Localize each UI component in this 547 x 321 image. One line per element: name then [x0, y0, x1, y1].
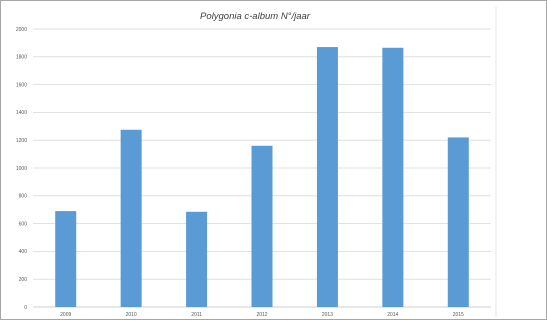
y-tick-label: 800 [19, 194, 28, 200]
x-axis-ticks: 2009 2010 2011 2012 2013 2014 2015 [60, 312, 464, 318]
bar-2012 [251, 145, 273, 307]
y-tick-label: 600 [19, 221, 28, 227]
y-tick-label: 400 [19, 249, 28, 255]
x-tick-label: 2010 [126, 312, 137, 318]
x-tick-label: 2013 [322, 312, 333, 318]
bar-2011 [186, 211, 208, 307]
bar-2013 [316, 47, 338, 307]
x-tick-label: 2015 [453, 312, 464, 318]
x-tick-label: 2011 [191, 312, 202, 318]
bar-2014 [382, 47, 404, 307]
y-tick-label: 1800 [16, 55, 27, 61]
y-tick-label: 2000 [16, 27, 27, 33]
bar-2010 [120, 129, 142, 307]
y-tick-label: 1400 [16, 110, 27, 116]
y-tick-label: 1200 [16, 138, 27, 144]
bar-2015 [447, 137, 469, 307]
x-tick-label: 2014 [387, 312, 398, 318]
x-tick-label: 2012 [256, 312, 267, 318]
x-tick-label: 2009 [60, 312, 71, 318]
y-tick-label: 200 [19, 277, 28, 283]
bar-2009 [55, 211, 77, 307]
bars [55, 47, 469, 307]
y-tick-label: 0 [24, 305, 27, 311]
y-axis-ticks: 0 200 400 600 800 1000 1200 1400 1600 1800 2000 [16, 27, 27, 311]
y-tick-label: 1000 [16, 166, 27, 172]
chart-title: Polygonia c-album N°/jaar [200, 11, 311, 22]
y-tick-label: 1600 [16, 82, 27, 88]
